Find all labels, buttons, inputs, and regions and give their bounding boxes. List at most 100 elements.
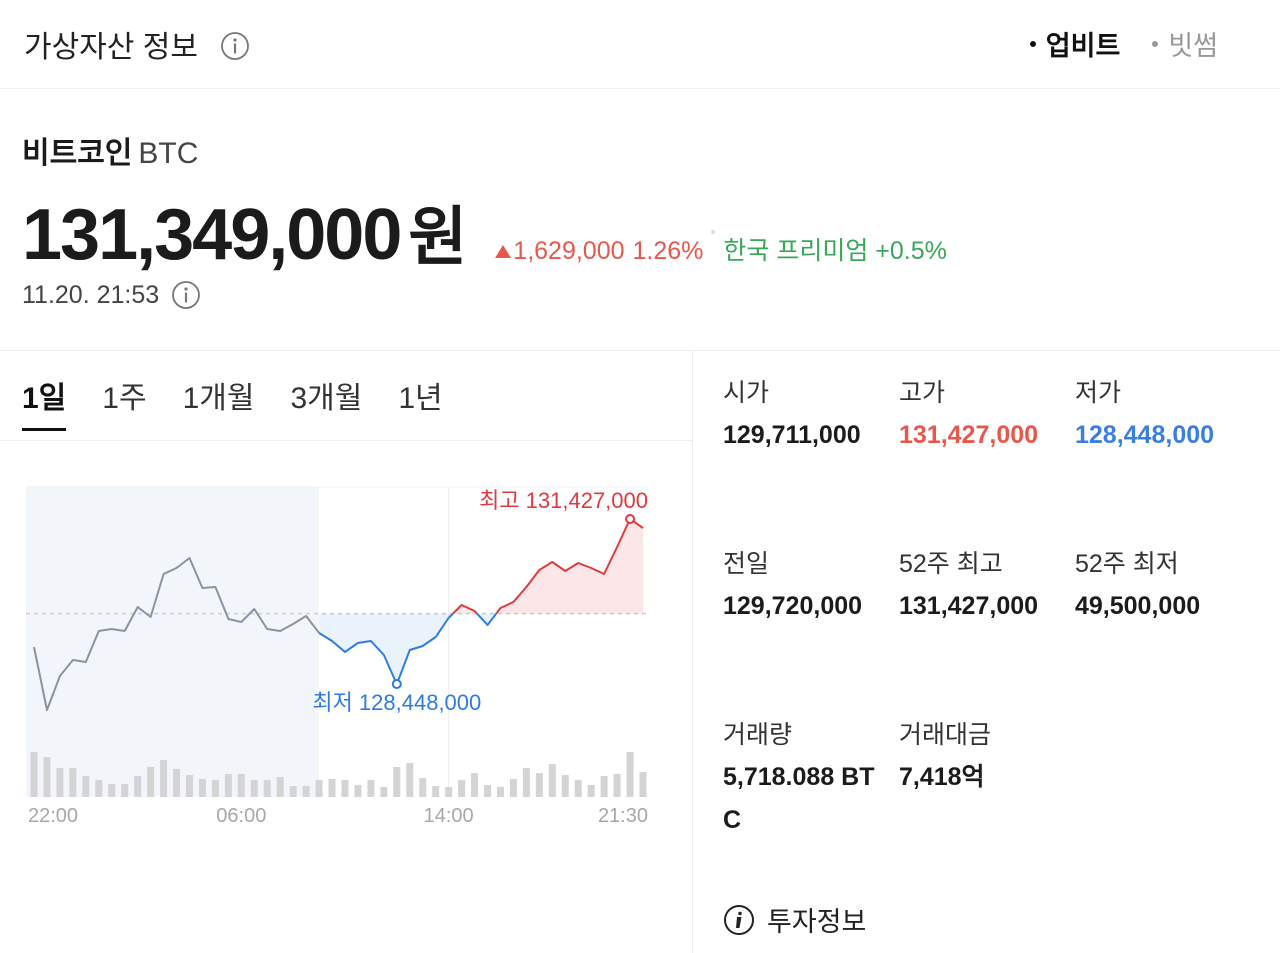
stat-label: 거래량 [723, 721, 793, 749]
stat-label: 고가 [899, 379, 946, 407]
volume-bar [341, 779, 349, 797]
stat-value: 131,427,000 [899, 421, 1039, 449]
stat: 고가 131,427,000 [899, 376, 1075, 547]
divider [0, 350, 1280, 351]
high-label: 최고 131,427,000 [479, 488, 648, 513]
volume-bar [509, 779, 517, 797]
stat: 시가 129,711,000 [723, 376, 899, 547]
low-marker [391, 679, 402, 690]
volume-bar [211, 779, 219, 797]
volume-bar [250, 779, 258, 797]
period-tab[interactable]: 1개월 [182, 382, 255, 415]
volume-bar [185, 775, 193, 797]
volume-bar [302, 786, 310, 797]
period-tab[interactable]: 1일 [22, 380, 67, 431]
coin-symbol: BTC [138, 137, 199, 170]
volume-bar [43, 757, 51, 797]
volume-bar [56, 768, 64, 797]
change-rate: 1.26% [632, 237, 704, 265]
stat-value: 49,500,000 [1075, 592, 1201, 620]
volume-bar [95, 779, 103, 797]
stat: 거래량 5,718.088 BTC [723, 718, 899, 889]
volume-bar [613, 773, 621, 797]
stat-value: 129,711,000 [723, 421, 861, 449]
period-tab[interactable]: 1주 [102, 382, 147, 415]
coin-heading: 비트코인 BTC [22, 128, 198, 172]
stats-grid: 시가 129,711,000 고가 131,427,000 저가 128,448,000 전… [723, 376, 1251, 889]
stat: 전일 129,720,000 [723, 547, 899, 718]
x-tick-label: 21:30 [598, 805, 648, 827]
stat-label: 저가 [1075, 379, 1122, 407]
stat-value: 129,720,000 [723, 592, 863, 620]
volume-bar [237, 773, 245, 797]
change-amount: 1,629,000 [513, 237, 625, 265]
volume-bar [600, 775, 608, 797]
separator [711, 230, 716, 234]
coin-name: 비트코인 [22, 137, 133, 170]
stat-value: 7,418억 [899, 763, 985, 791]
volume-bar [639, 772, 647, 797]
stat-label: 시가 [723, 379, 770, 407]
info-icon[interactable] [171, 280, 201, 310]
volume-bar [82, 775, 90, 797]
price-row: 131,349,000 원 1,629,000 1.26% 한국 프리미엄 +0… [22, 186, 947, 278]
volume-bar [121, 784, 129, 797]
volume-bar [522, 768, 530, 797]
x-tick-label: 22:00 [28, 805, 78, 827]
volume-bar [574, 779, 582, 797]
period-tab[interactable]: 3개월 [290, 382, 363, 415]
volume-bar [328, 779, 336, 797]
exchange-tab[interactable]: 업비트 [1029, 24, 1120, 63]
area-up [453, 519, 643, 614]
volume-bar [496, 786, 504, 797]
stat-label: 52주 최저 [1075, 550, 1179, 578]
up-arrow [495, 245, 512, 258]
period-tab[interactable]: 1년 [398, 382, 443, 415]
volume-bar [315, 779, 323, 797]
price: 131,349,000 [22, 195, 402, 275]
stat-value: 131,427,000 [899, 592, 1039, 620]
exchange-tab[interactable]: 빗썸 [1152, 24, 1218, 63]
volume-bar [458, 779, 466, 797]
info-icon [724, 904, 754, 935]
period-tabs: 1일 1주 1개월 3개월 1년 [22, 380, 443, 431]
volume-bar [147, 766, 155, 797]
invest-info-link[interactable]: 투자정보 [723, 900, 866, 939]
divider [0, 440, 692, 441]
volume-bar [535, 773, 543, 797]
low-label: 최저 128,448,000 [312, 690, 481, 715]
stat-label: 거래대금 [899, 721, 992, 749]
volume-bar [160, 759, 168, 797]
volume-bar [108, 784, 116, 797]
volume-bar [626, 752, 634, 797]
x-tick-label: 06:00 [216, 805, 266, 827]
volume-bar [367, 779, 375, 797]
price-chart: 최고 131,427,000 최저 128,448,000 22:00 06:00 14… [26, 486, 648, 827]
stat: 52주 최저 49,500,000 [1075, 547, 1251, 718]
volume-bar [406, 763, 414, 797]
volume-bar [471, 773, 479, 797]
time-text: 11.20. 21:53 [22, 280, 160, 309]
stat: 52주 최고 131,427,000 [899, 547, 1075, 718]
volume-bar [484, 784, 492, 797]
price-line-down [318, 613, 498, 686]
link-text: 투자정보 [767, 907, 867, 937]
stat: 저가 128,448,000 [1075, 376, 1251, 547]
info-icon[interactable] [220, 31, 250, 61]
divider [692, 351, 693, 953]
stat-value: 128,448,000 [1075, 421, 1215, 449]
stat: 거래대금 7,418억 [899, 718, 1075, 889]
volume-bar [587, 784, 595, 797]
volume-bar [173, 768, 181, 797]
stat-label: 52주 최고 [899, 550, 1003, 578]
header: 가상자산 정보 업비트 빗썸 [0, 0, 1280, 89]
volume-bar [419, 777, 427, 797]
premium: 한국 프리미엄 +0.5% [723, 237, 947, 265]
header-title: 가상자산 정보 [24, 22, 250, 66]
price-change: 1,629,000 1.26% [495, 237, 703, 266]
price-line [33, 557, 320, 711]
volume-bar [548, 764, 556, 797]
price-line-up [451, 518, 644, 614]
